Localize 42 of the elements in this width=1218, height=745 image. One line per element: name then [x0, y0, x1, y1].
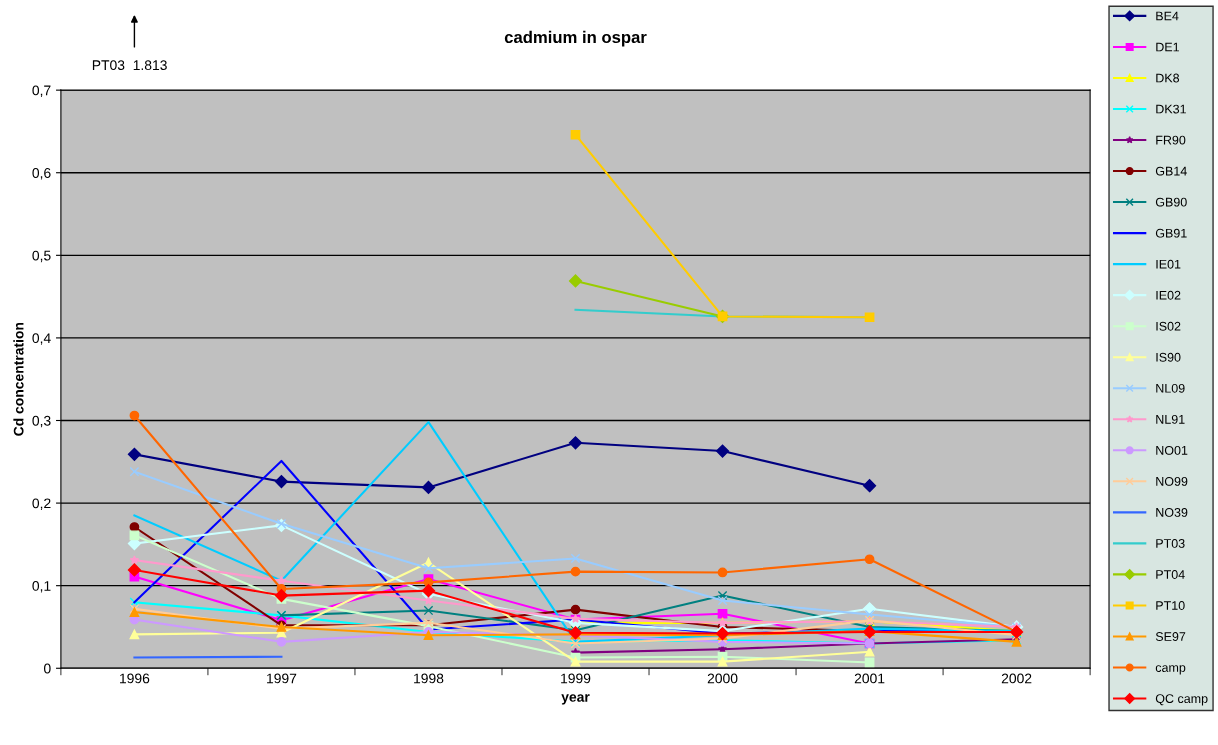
text: PT03 1.813 — [92, 60, 167, 71]
y-tick-label: 0,3 — [32, 415, 51, 428]
x-tick-label: 2001 — [854, 673, 885, 684]
chart-title: cadmium in ospar — [504, 30, 647, 47]
legend-label: DK31 — [1156, 104, 1186, 114]
x-tick-label: 1998 — [414, 673, 444, 684]
legend-label: NO01 — [1156, 445, 1188, 455]
legend-label: GB91 — [1155, 228, 1187, 238]
legend-label: DE1 — [1156, 42, 1179, 52]
legend-label: BE4 — [1156, 11, 1179, 21]
legend-label: PT03 — [1156, 539, 1185, 548]
legend-label: NO39 — [1156, 507, 1188, 517]
x-tick-label: 1996 — [120, 673, 150, 684]
legend-label: IE02 — [1156, 290, 1181, 300]
y-tick-label: 0 — [44, 663, 51, 674]
legend-label: GB90 — [1155, 197, 1187, 207]
y-tick-label: 0,6 — [32, 168, 51, 180]
x-tick-label: 2002 — [1001, 673, 1032, 684]
legend-label: NO99 — [1156, 476, 1188, 486]
y-tick-label: 0,5 — [32, 250, 51, 263]
legend-label: NL09 — [1156, 383, 1185, 393]
x-tick-label: 1997 — [267, 673, 297, 684]
legend-label: PT10 — [1156, 601, 1185, 610]
x-axis-title: year — [561, 694, 590, 705]
y-tick-label: 0,2 — [32, 498, 51, 510]
legend-label: DK8 — [1156, 73, 1180, 83]
legend-label: IS90 — [1156, 352, 1181, 362]
legend-label: SE97 — [1155, 632, 1186, 641]
y-axis-title: Cd concentration — [13, 322, 24, 436]
legend-label: IE01 — [1156, 259, 1181, 269]
legend-label: NL91 — [1156, 414, 1185, 424]
legend-label: camp — [1155, 665, 1186, 675]
legend-label: PT04 — [1156, 570, 1185, 579]
y-tick-label: 0,1 — [32, 581, 51, 593]
legend-label: IS02 — [1156, 321, 1181, 331]
legend-label: GB14 — [1155, 166, 1187, 176]
x-tick-label: 2000 — [707, 673, 738, 684]
legend-label: FR90 — [1156, 135, 1186, 145]
y-tick-label: 0,7 — [32, 85, 51, 97]
legend-label: QC camp — [1155, 694, 1208, 706]
y-tick-label: 0,4 — [32, 333, 51, 345]
x-tick-label: 1999 — [561, 673, 591, 684]
